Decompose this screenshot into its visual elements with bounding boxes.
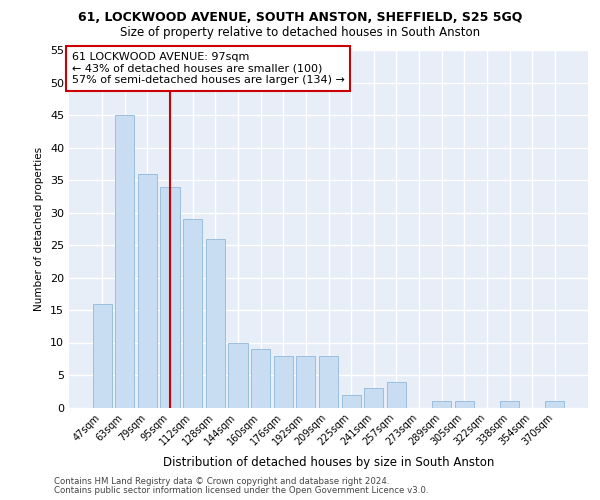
Bar xyxy=(115,115,134,408)
Bar xyxy=(500,401,519,407)
Bar xyxy=(432,401,451,407)
Bar xyxy=(341,394,361,407)
Bar xyxy=(274,356,293,408)
Bar xyxy=(229,342,248,407)
Text: 61, LOCKWOOD AVENUE, SOUTH ANSTON, SHEFFIELD, S25 5GQ: 61, LOCKWOOD AVENUE, SOUTH ANSTON, SHEFF… xyxy=(78,11,522,24)
Bar xyxy=(183,219,202,408)
Bar xyxy=(138,174,157,408)
X-axis label: Distribution of detached houses by size in South Anston: Distribution of detached houses by size … xyxy=(163,456,494,468)
Y-axis label: Number of detached properties: Number of detached properties xyxy=(34,146,44,311)
Bar xyxy=(296,356,316,408)
Bar xyxy=(160,186,180,408)
Text: Contains HM Land Registry data © Crown copyright and database right 2024.: Contains HM Land Registry data © Crown c… xyxy=(54,477,389,486)
Bar xyxy=(545,401,565,407)
Bar xyxy=(92,304,112,408)
Bar xyxy=(455,401,474,407)
Bar xyxy=(251,349,270,408)
Bar xyxy=(319,356,338,408)
Bar xyxy=(387,382,406,407)
Text: Contains public sector information licensed under the Open Government Licence v3: Contains public sector information licen… xyxy=(54,486,428,495)
Text: Size of property relative to detached houses in South Anston: Size of property relative to detached ho… xyxy=(120,26,480,39)
Bar xyxy=(206,238,225,408)
Text: 61 LOCKWOOD AVENUE: 97sqm
← 43% of detached houses are smaller (100)
57% of semi: 61 LOCKWOOD AVENUE: 97sqm ← 43% of detac… xyxy=(71,52,344,85)
Bar xyxy=(364,388,383,407)
